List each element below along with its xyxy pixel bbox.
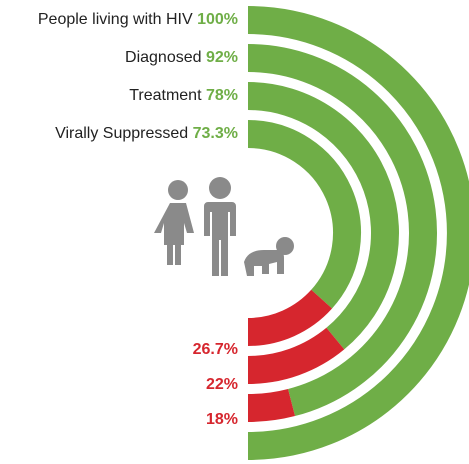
series-name: People living with HIV <box>38 11 193 28</box>
ring-label: People living with HIV 100% <box>38 11 238 28</box>
series-name: Diagnosed <box>125 49 202 66</box>
ring-gap <box>247 289 333 346</box>
value-label: 73.3% <box>193 125 238 142</box>
gap-label: 26.7% <box>193 341 238 358</box>
series-name: Virally Suppressed <box>55 125 188 142</box>
ring-gap <box>247 388 296 422</box>
series-name: Treatment <box>129 87 202 104</box>
value-label: 78% <box>206 87 238 104</box>
ring-label: Treatment 78% <box>129 87 238 104</box>
people-icon <box>154 177 294 276</box>
ring-segment <box>247 44 437 417</box>
ring-gap <box>247 327 345 384</box>
ring-label: Diagnosed 92% <box>125 49 238 66</box>
value-label: 100% <box>197 11 238 28</box>
ring-segment <box>247 6 469 460</box>
ring-segment <box>247 82 399 350</box>
gap-label: 18% <box>206 411 238 428</box>
gap-label: 22% <box>206 376 238 393</box>
ring-label: Virally Suppressed 73.3% <box>55 125 238 142</box>
ring-segment <box>247 120 361 309</box>
value-label: 92% <box>206 49 238 66</box>
